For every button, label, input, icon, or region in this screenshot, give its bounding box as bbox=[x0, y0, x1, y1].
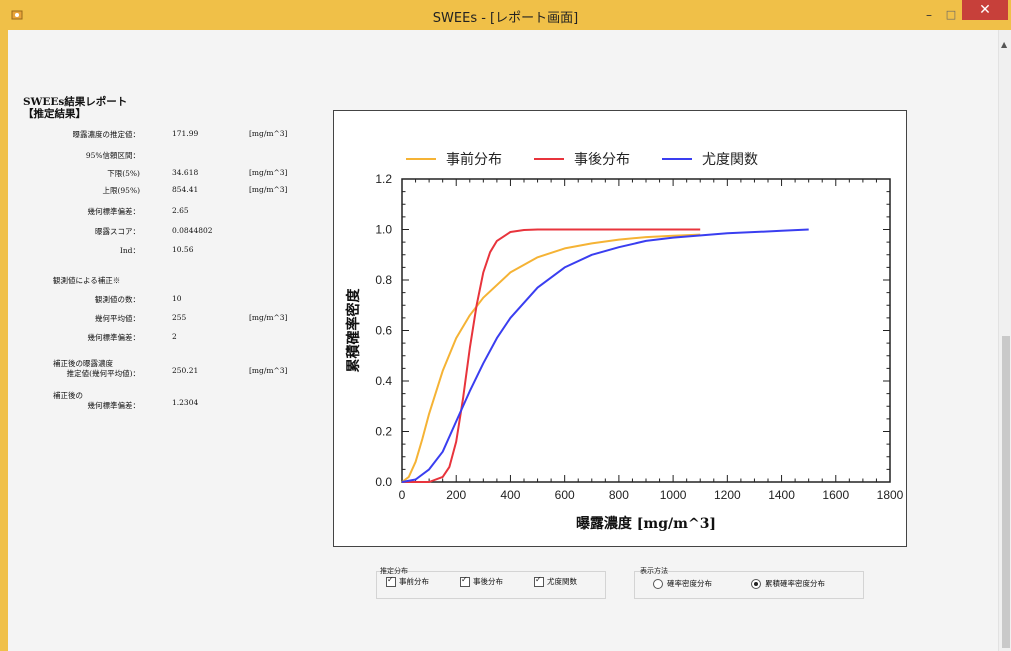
y-tick-label: 0.0 bbox=[375, 475, 392, 489]
likelihood-checkbox-box[interactable] bbox=[534, 575, 544, 587]
title-bar: SWEEs - [レポート画面] – □ ✕ bbox=[0, 0, 1011, 30]
pdf-radio-circle[interactable] bbox=[653, 578, 663, 589]
gsd-value: 2.65 bbox=[172, 206, 189, 215]
x-tick-label: 800 bbox=[609, 488, 629, 502]
gsd-label: 幾何標準偏差： bbox=[87, 207, 141, 216]
post-estimate-unit: [mg/m^3] bbox=[249, 366, 288, 375]
pdf-radio[interactable]: 確率密度分布 bbox=[653, 578, 712, 589]
ind-label: Ind： bbox=[119, 246, 140, 255]
chart-panel: 0 200 400 600 800 1000 1200 1400 1600 1800 0.0 0.2 0… bbox=[333, 110, 907, 547]
series-line-2 bbox=[402, 228, 701, 483]
app-icon bbox=[11, 10, 23, 20]
estimate-value: 171.99 bbox=[172, 129, 199, 138]
likelihood-checkbox-label: 尤度関数 bbox=[547, 577, 577, 586]
report-title: SWEEs結果レポート 【推定結果】 bbox=[23, 96, 127, 120]
prior-checkbox-box[interactable] bbox=[386, 575, 396, 587]
scroll-up-icon[interactable]: ▲ bbox=[1001, 40, 1008, 49]
cdf-chart: 0 200 400 600 800 1000 1200 1400 1600 1800 0.0 0.2 0… bbox=[345, 151, 904, 532]
score-value: 0.0844802 bbox=[172, 226, 213, 235]
post-gsd-label-2: 幾何標準偏差： bbox=[87, 401, 141, 410]
posterior-checkbox[interactable]: 事後分布 bbox=[460, 575, 503, 587]
y-tick-label: 1.0 bbox=[375, 223, 392, 237]
post-gsd-value: 1.2304 bbox=[172, 398, 199, 407]
x-tick-label: 400 bbox=[500, 488, 520, 502]
plot-area-frame bbox=[401, 178, 891, 483]
prior-checkbox[interactable]: 事前分布 bbox=[386, 575, 429, 587]
gmean-unit: [mg/m^3] bbox=[249, 313, 288, 322]
upper-label: 上限(95%) bbox=[102, 186, 140, 195]
correction-header: 観測値による補正※ bbox=[53, 276, 121, 285]
posterior-checkbox-label: 事後分布 bbox=[473, 577, 503, 586]
x-tick-label: 1800 bbox=[877, 488, 904, 502]
post-estimate-label-1: 補正後の曝露濃度 bbox=[53, 359, 113, 368]
y-tick-label: 0.2 bbox=[375, 425, 392, 439]
maximize-button[interactable]: □ bbox=[945, 8, 957, 21]
prior-checkbox-label: 事前分布 bbox=[399, 577, 429, 586]
y-tick-label: 0.6 bbox=[375, 324, 392, 338]
x-axis-label: 曝露濃度 [mg/m^3] bbox=[576, 515, 716, 532]
post-estimate-label-2: 推定値(幾何平均値)： bbox=[66, 369, 140, 378]
report-title-line1: SWEEs結果レポート bbox=[23, 96, 128, 108]
upper-value: 854.41 bbox=[172, 185, 199, 194]
count-label: 観測値の数： bbox=[95, 295, 140, 304]
display-group-title: 表示方法 bbox=[640, 567, 668, 575]
minimize-button[interactable]: – bbox=[926, 8, 932, 22]
y-tick-label: 1.2 bbox=[375, 172, 392, 186]
display-group bbox=[634, 571, 864, 599]
x-tick-label: 600 bbox=[555, 488, 575, 502]
gstd-value: 2 bbox=[172, 332, 177, 341]
lower-value: 34.618 bbox=[172, 168, 199, 177]
post-estimate-value: 250.21 bbox=[172, 366, 199, 375]
lower-unit: [mg/m^3] bbox=[249, 168, 288, 177]
close-button[interactable]: ✕ bbox=[962, 0, 1008, 20]
distribution-group bbox=[376, 571, 606, 599]
series-line-1 bbox=[401, 233, 701, 483]
posterior-checkbox-box[interactable] bbox=[460, 575, 470, 587]
gstd-label: 幾何標準偏差： bbox=[87, 333, 141, 342]
y-tick-label: 0.4 bbox=[375, 374, 392, 388]
y-tick-label: 0.8 bbox=[375, 273, 392, 287]
series-line-3 bbox=[401, 228, 809, 483]
report-title-line2: 【推定結果】 bbox=[23, 108, 86, 120]
gmean-label: 幾何平均値： bbox=[95, 314, 140, 323]
cdf-radio-circle[interactable] bbox=[751, 578, 761, 589]
cdf-radio[interactable]: 累積確率密度分布 bbox=[751, 578, 825, 589]
legend-label-3: 尤度関数 bbox=[702, 152, 758, 168]
ind-value: 10.56 bbox=[172, 245, 194, 254]
count-value: 10 bbox=[172, 294, 182, 303]
gmean-value: 255 bbox=[172, 313, 187, 322]
upper-unit: [mg/m^3] bbox=[249, 185, 288, 194]
likelihood-checkbox[interactable]: 尤度関数 bbox=[534, 575, 577, 587]
score-label: 曝露スコア： bbox=[95, 227, 140, 236]
window-border bbox=[0, 30, 8, 651]
x-tick-label: 1000 bbox=[660, 488, 687, 502]
y-axis-label: 累積確率密度 bbox=[345, 288, 362, 373]
x-tick-label: 0 bbox=[399, 488, 406, 502]
scroll-thumb[interactable] bbox=[1002, 336, 1010, 648]
cdf-radio-label: 累積確率密度分布 bbox=[765, 579, 825, 588]
estimate-unit: [mg/m^3] bbox=[249, 129, 288, 138]
x-tick-label: 1400 bbox=[768, 488, 795, 502]
lower-label: 下限(5%) bbox=[107, 169, 140, 178]
distribution-group-title: 推定分布 bbox=[380, 567, 408, 575]
vertical-scrollbar[interactable]: ▲ bbox=[998, 30, 1011, 651]
post-gsd-label-1: 補正後の bbox=[53, 391, 83, 400]
pdf-radio-label: 確率密度分布 bbox=[667, 579, 712, 588]
x-tick-label: 1600 bbox=[822, 488, 849, 502]
x-tick-label: 1200 bbox=[714, 488, 741, 502]
legend-label-1: 事前分布 bbox=[446, 151, 502, 168]
window-title: SWEEs - [レポート画面] bbox=[432, 11, 579, 26]
estimate-label: 曝露濃度の推定値： bbox=[72, 130, 141, 139]
x-tick-label: 200 bbox=[446, 488, 466, 502]
ci-label: 95%信頼区間： bbox=[85, 151, 140, 160]
legend-label-2: 事後分布 bbox=[574, 152, 630, 168]
